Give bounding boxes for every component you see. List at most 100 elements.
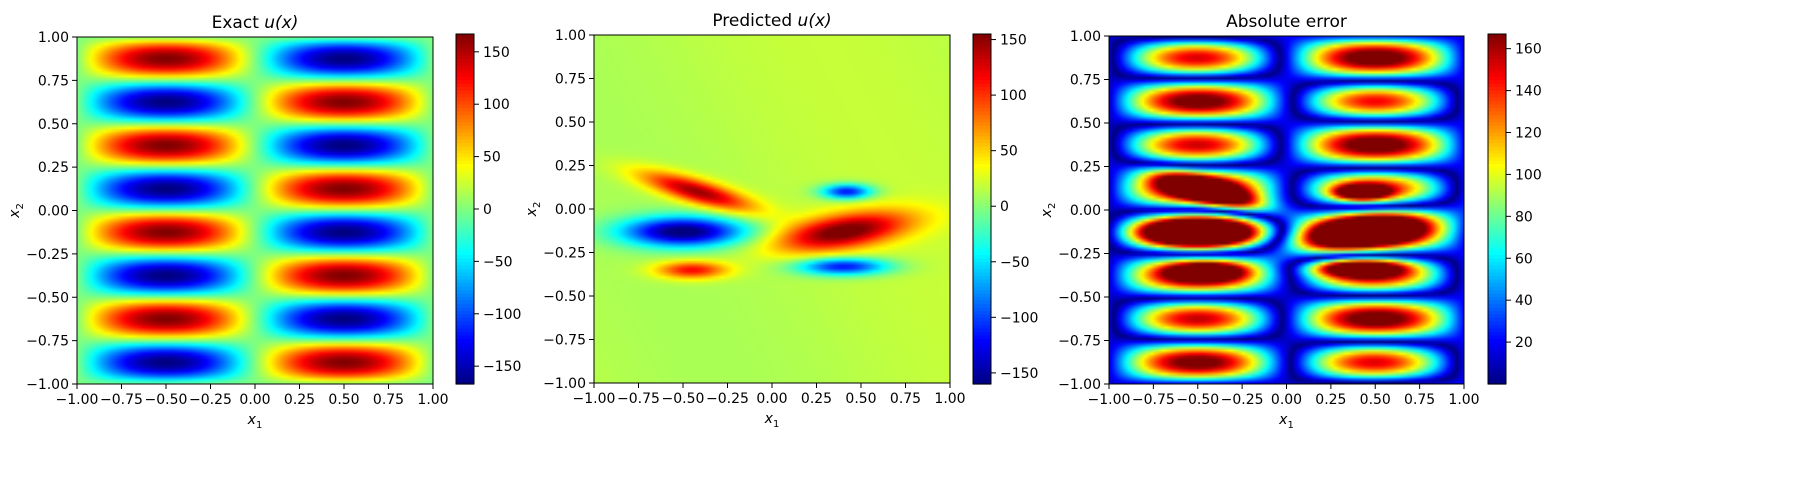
colorbar-segment	[973, 188, 991, 193]
colorbar-segment	[973, 331, 991, 336]
colorbar-segment	[1488, 321, 1506, 326]
y-tick-label: 0.25	[38, 160, 69, 176]
colorbar-segment	[1488, 51, 1506, 56]
colorbar-segment	[1488, 342, 1506, 347]
colorbar-segment	[456, 366, 474, 371]
colorbar-segment	[456, 41, 474, 46]
y-tick-label: 0.50	[38, 117, 69, 133]
colorbar-segment	[973, 202, 991, 207]
x-tick-label: −0.75	[100, 392, 143, 408]
y-tick-label: 0.00	[555, 202, 586, 218]
colorbar-segment	[1488, 170, 1506, 175]
colorbar-tick-label: 20	[1515, 335, 1533, 351]
colorbar-segment	[1488, 314, 1506, 319]
colorbar-tick-label: −50	[1000, 255, 1030, 271]
colorbar-segment	[456, 55, 474, 60]
colorbar-segment	[973, 251, 991, 256]
colorbar-segment	[973, 373, 991, 378]
colorbar-segment	[973, 356, 991, 361]
colorbar-segment	[973, 226, 991, 231]
x-tick-label: 0.75	[890, 391, 921, 407]
panel-1: −1.00 −0.75 −0.50 −0.25 0.00 0.25 0.50 0.75 1.00…	[7, 13, 521, 431]
colorbar-segment	[973, 41, 991, 46]
colorbar-segment	[1488, 149, 1506, 154]
heatmap-image	[77, 37, 433, 384]
colorbar-segment	[973, 83, 991, 88]
y-tick-label: 0.50	[555, 115, 586, 131]
colorbar-segment	[456, 125, 474, 130]
colorbar-segment	[456, 142, 474, 147]
x-tick-label: −1.00	[1088, 392, 1131, 408]
colorbar-segment	[973, 139, 991, 144]
colorbar-segment	[456, 258, 474, 263]
colorbar-segment	[1488, 363, 1506, 368]
colorbar-segment	[1488, 223, 1506, 228]
colorbar-segment	[1488, 156, 1506, 161]
colorbar-segment	[456, 118, 474, 123]
colorbar-segment	[456, 328, 474, 333]
colorbar-segment	[456, 331, 474, 336]
colorbar-segment	[973, 293, 991, 298]
colorbar-segment	[456, 34, 474, 39]
colorbar-segment	[456, 48, 474, 53]
colorbar-segment	[1488, 219, 1506, 224]
colorbar-frame	[1487, 33, 1507, 385]
y-tick-label: 0.50	[1070, 116, 1101, 132]
x-tick-label: 1.00	[1448, 392, 1479, 408]
colorbar-segment	[456, 300, 474, 305]
colorbar-segment	[973, 51, 991, 56]
colorbar-segment	[973, 65, 991, 70]
colorbar-segment	[973, 233, 991, 238]
x-tick-label: 0.00	[1271, 392, 1302, 408]
colorbar-segment	[1488, 184, 1506, 189]
colorbar: −150 −100 −50 0 50 100 150	[972, 33, 1038, 385]
colorbar-segment	[973, 174, 991, 179]
colorbar-segment	[456, 345, 474, 350]
x-tick-label: −0.50	[145, 392, 188, 408]
x-tick-label: −0.50	[662, 391, 705, 407]
y-tick-label: 0.25	[555, 159, 586, 175]
colorbar-segment	[456, 132, 474, 137]
colorbar-segment	[973, 363, 991, 368]
colorbar-segment	[973, 338, 991, 343]
colorbar-segment	[1488, 282, 1506, 287]
y-tick-label: 0.25	[1070, 160, 1101, 176]
colorbar-segment	[456, 139, 474, 144]
colorbar-segment	[973, 167, 991, 172]
colorbar: −150 −100 −50 0 50 100 150	[455, 33, 521, 385]
colorbar-segment	[973, 286, 991, 291]
colorbar-segment	[1488, 377, 1506, 382]
colorbar-segment	[973, 345, 991, 350]
x-tick-label: −0.75	[617, 391, 660, 407]
colorbar-segment	[973, 209, 991, 214]
y-tick-label: 0.75	[555, 72, 586, 88]
colorbar-segment	[1488, 100, 1506, 105]
y-axis-label: x2	[1039, 203, 1058, 219]
y-tick-label: −1.00	[543, 376, 586, 392]
colorbar-segment	[1488, 265, 1506, 270]
colorbar-segment	[456, 233, 474, 238]
colorbar-segment	[973, 314, 991, 319]
colorbar-segment	[1488, 212, 1506, 217]
colorbar-segment	[456, 170, 474, 175]
colorbar-segment	[456, 195, 474, 200]
colorbar: 20 40 60 80 100 120 140 160	[1487, 33, 1542, 385]
colorbar-segment	[973, 146, 991, 151]
colorbar-segment	[1488, 216, 1506, 221]
colorbar-segment	[973, 303, 991, 308]
x-tick-label: 0.00	[756, 391, 787, 407]
colorbar-segment	[1488, 258, 1506, 263]
colorbar-segment	[456, 184, 474, 189]
colorbar-segment	[1488, 62, 1506, 67]
colorbar-segment	[1488, 142, 1506, 147]
colorbar-segment	[973, 111, 991, 116]
colorbar-segment	[973, 125, 991, 130]
colorbar-segment	[456, 251, 474, 256]
colorbar-segment	[1488, 331, 1506, 336]
colorbar-segment	[1488, 191, 1506, 196]
colorbar-segment	[456, 72, 474, 77]
colorbar-segment	[456, 254, 474, 259]
colorbar-segment	[1488, 352, 1506, 357]
colorbar-segment	[973, 107, 991, 112]
colorbar-segment	[456, 219, 474, 224]
